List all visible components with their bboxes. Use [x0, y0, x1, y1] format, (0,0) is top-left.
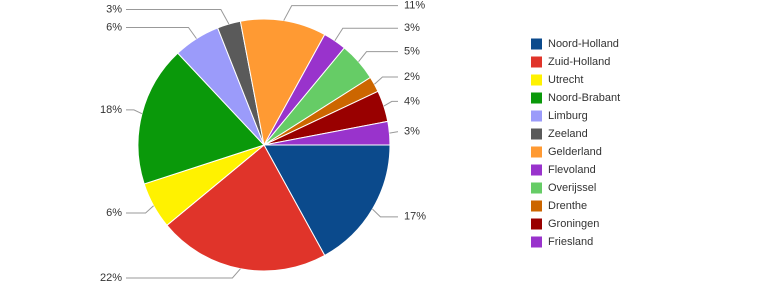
- value-label: 4%: [404, 95, 420, 107]
- pie-slice: [263, 144, 391, 257]
- pie-slice: [137, 52, 265, 185]
- value-label: 18%: [100, 104, 122, 116]
- legend-label: Utrecht: [548, 74, 583, 86]
- legend-swatch: [531, 110, 542, 122]
- legend-label: Flevoland: [548, 164, 596, 176]
- legend-label: Limburg: [548, 110, 588, 122]
- value-label: 5%: [404, 46, 420, 58]
- pie-slice: [239, 18, 326, 147]
- legend-label: Overijssel: [548, 182, 596, 194]
- leader-line: [383, 100, 398, 107]
- leader-line: [358, 51, 398, 62]
- legend-swatch: [531, 56, 542, 68]
- legend-swatch: [531, 218, 542, 230]
- leader-line: [389, 131, 398, 134]
- value-label: 6%: [106, 207, 122, 219]
- legend-swatch: [531, 164, 542, 176]
- legend-label: Gelderland: [548, 146, 602, 158]
- value-label: 22%: [100, 272, 122, 284]
- value-label: 3%: [106, 3, 122, 15]
- leader-line: [126, 268, 241, 279]
- value-label: 2%: [404, 71, 420, 83]
- leader-line: [126, 205, 154, 214]
- legend-label: Noord-Holland: [548, 38, 619, 50]
- value-label: 17%: [404, 211, 426, 223]
- legend-swatch: [531, 92, 542, 104]
- legend-label: Noord-Brabant: [548, 92, 620, 104]
- legend-swatch: [531, 200, 542, 212]
- legend-swatch: [531, 182, 542, 194]
- leader-line: [283, 5, 398, 21]
- legend-swatch: [531, 74, 542, 86]
- leader-line: [334, 27, 398, 42]
- value-label: 11%: [404, 0, 425, 12]
- legend-label: Friesland: [548, 236, 593, 248]
- pie-slice: [263, 120, 391, 146]
- legend-label: Zeeland: [548, 128, 588, 140]
- leader-line: [126, 8, 230, 25]
- legend-label: Zuid-Holland: [548, 56, 610, 68]
- legend-swatch: [531, 38, 542, 50]
- leader-line: [126, 109, 143, 115]
- leader-line: [374, 76, 398, 85]
- legend-swatch: [531, 128, 542, 140]
- value-label: 6%: [106, 21, 122, 33]
- leader-line: [372, 208, 398, 218]
- pie-slice: [166, 144, 326, 272]
- legend-swatch: [531, 236, 542, 248]
- value-label: 3%: [404, 22, 420, 34]
- legend-label: Drenthe: [548, 200, 587, 212]
- leader-line: [126, 26, 197, 39]
- value-label: 3%: [404, 126, 420, 138]
- legend-swatch: [531, 146, 542, 158]
- legend-label: Groningen: [548, 218, 599, 230]
